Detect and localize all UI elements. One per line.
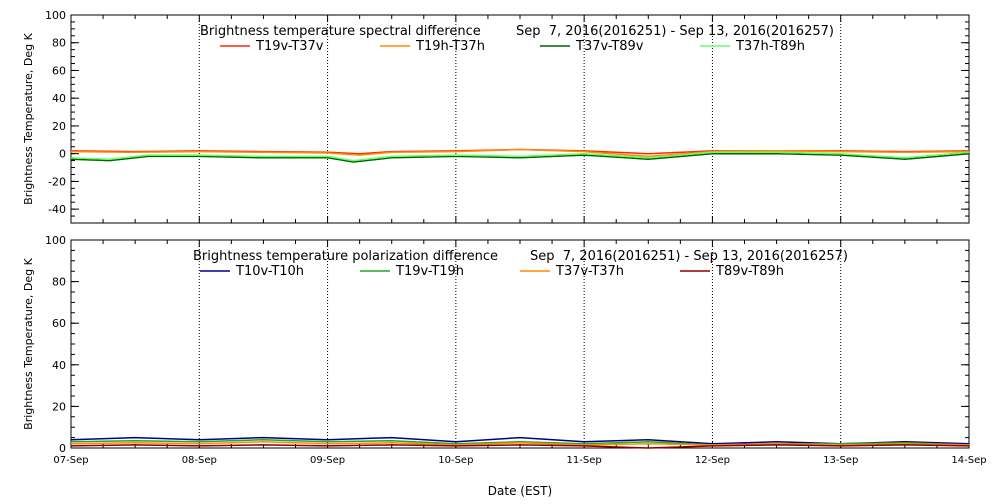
x-tick-label: 09-Sep [310, 455, 345, 466]
polarization-y-axis-label: Brightness Temperature, Deg K [22, 257, 35, 429]
y-tick-label: 80 [52, 276, 66, 289]
legend-label: T37v-T89v [575, 39, 644, 54]
y-tick-label: 20 [52, 120, 66, 133]
legend-label: T89v-T89h [715, 264, 784, 279]
polarization-series [70, 436, 970, 449]
legend-label: T37v-T37h [555, 264, 624, 279]
legend-label: T19v-T37v [255, 39, 324, 54]
legend-label: T10v-T10h [235, 264, 304, 279]
spectral-title: Brightness temperature spectral differen… [200, 24, 481, 39]
x-tick-label: 12-Sep [695, 455, 730, 466]
legend-label: T37h-T89h [735, 39, 805, 54]
polarization-date-range: Sep 7, 2016(2016251) - Sep 13, 2016(2016… [530, 249, 848, 264]
series-line-3 [70, 151, 970, 162]
spectral-difference-panel: Brightness temperature spectral differen… [22, 9, 970, 224]
polarization-legend: T10v-T10h T19v-T19h T37v-T37h T89v-T89h [200, 264, 784, 279]
x-tick-label: 08-Sep [182, 455, 217, 466]
y-tick-label: -20 [48, 175, 66, 188]
x-axis-label: Date (EST) [488, 484, 552, 498]
legend-label: T19h-T37h [415, 39, 485, 54]
legend-label: T19v-T19h [395, 264, 464, 279]
series-line-3 [70, 444, 970, 449]
spectral-series [70, 148, 970, 163]
y-tick-label: 0 [59, 148, 66, 161]
spectral-date-range: Sep 7, 2016(2016251) - Sep 13, 2016(2016… [516, 24, 834, 39]
polarization-title: Brightness temperature polarization diff… [193, 249, 498, 264]
polarization-ticks: 0 20 40 60 80 100 07-Sep 08-Sep 09-Sep 10-Sep 11-S… [45, 234, 987, 466]
y-tick-label: 80 [52, 37, 66, 50]
x-tick-label: 07-Sep [53, 455, 88, 466]
series-line-2 [70, 441, 970, 446]
y-tick-label: 100 [45, 234, 66, 247]
spectral-ticks: -40 -20 0 20 40 60 80 100 [45, 9, 970, 224]
y-tick-label: 40 [52, 359, 66, 372]
y-tick-label: 0 [59, 442, 66, 455]
x-tick-label: 11-Sep [567, 455, 602, 466]
series-line-2 [70, 152, 970, 163]
y-tick-label: 60 [52, 64, 66, 77]
polarization-difference-panel: Brightness temperature polarization diff… [22, 234, 987, 498]
x-tick-label: 14-Sep [951, 455, 986, 466]
y-tick-label: 20 [52, 400, 66, 413]
spectral-legend: T19v-T37v T19h-T37h T37v-T89v T37h-T89h [220, 39, 805, 54]
y-tick-label: 60 [52, 317, 66, 330]
y-tick-label: 100 [45, 9, 66, 22]
series-line-1 [70, 148, 970, 158]
x-tick-label: 13-Sep [823, 455, 858, 466]
x-tick-label: 10-Sep [438, 455, 473, 466]
y-tick-label: -40 [48, 203, 66, 216]
y-tick-label: 40 [52, 92, 66, 105]
spectral-y-axis-label: Brightness Temperature, Deg K [22, 32, 35, 204]
